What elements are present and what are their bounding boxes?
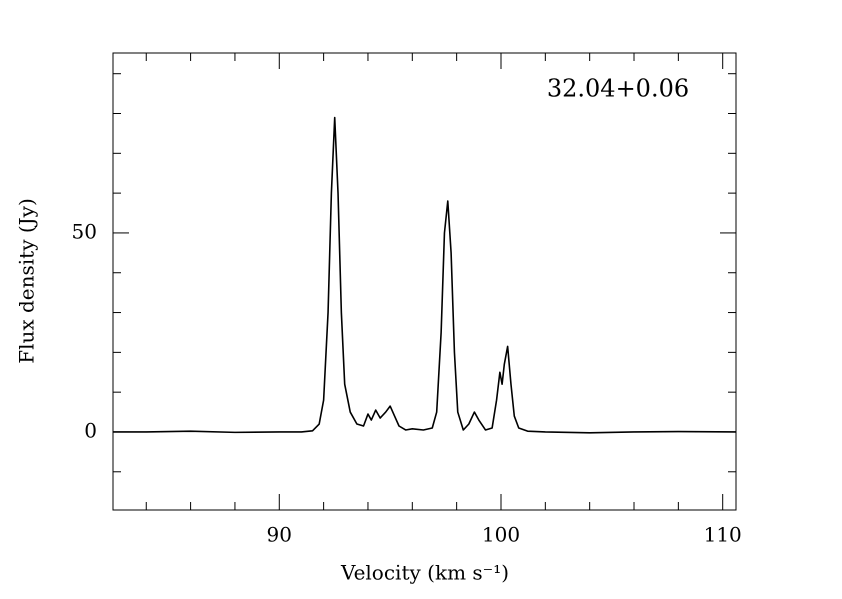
spectrum-line	[113, 116, 737, 434]
x-tick-label: 110	[704, 523, 742, 547]
plot-frame	[112, 52, 737, 511]
y-tick-label: 0	[84, 418, 97, 442]
x-axis-label: Velocity (km s⁻¹)	[340, 561, 509, 585]
annotation: 32.04+0.06	[547, 75, 689, 103]
x-tick-label: 100	[482, 523, 520, 547]
y-axis-label: Flux density (Jy)	[15, 198, 39, 364]
x-tick-label: 90	[267, 523, 292, 547]
y-tick-label: 50	[72, 219, 97, 243]
